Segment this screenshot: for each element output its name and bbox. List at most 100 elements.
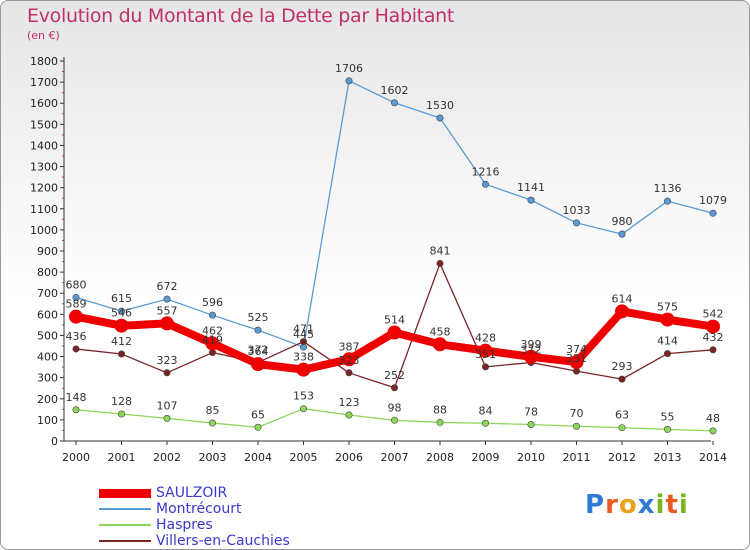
data-label: 70 (570, 407, 584, 420)
y-tick-label: 600 (37, 308, 58, 321)
data-label: 48 (706, 412, 720, 425)
data-point (390, 384, 398, 392)
data-label: 1602 (381, 84, 409, 97)
data-label: 364 (248, 345, 269, 358)
chart-title: Evolution du Montant de la Dette par Hab… (27, 5, 455, 27)
data-label: 293 (612, 360, 633, 373)
data-point (572, 219, 580, 227)
data-label: 414 (657, 335, 678, 348)
data-label: 372 (248, 343, 269, 356)
data-label: 471 (293, 323, 314, 336)
data-point (436, 418, 444, 426)
data-point (387, 325, 402, 340)
data-label: 372 (521, 343, 542, 356)
data-point (478, 343, 493, 358)
data-point (299, 405, 307, 413)
data-label: 252 (384, 369, 405, 382)
x-tick-label: 2005 (290, 451, 318, 464)
logo-letter: P (585, 490, 606, 520)
y-tick-label: 200 (37, 393, 58, 406)
data-label: 78 (524, 406, 538, 419)
y-tick-label: 1400 (30, 139, 58, 152)
logo-letter: t (665, 490, 679, 520)
logo-letter: r (605, 490, 619, 520)
data-label: 331 (566, 352, 587, 365)
data-point (163, 414, 171, 422)
logo-letter: i (655, 490, 666, 520)
data-point (481, 419, 489, 427)
data-point (572, 422, 580, 430)
data-point (296, 362, 311, 377)
data-label: 1216 (472, 165, 500, 178)
data-label: 1136 (654, 182, 682, 195)
y-tick-label: 1600 (30, 97, 58, 110)
data-point (209, 419, 217, 427)
data-label: 323 (157, 354, 178, 367)
data-label: 614 (612, 292, 633, 305)
data-label: 399 (521, 338, 542, 351)
data-point (660, 312, 675, 327)
legend-label: Montrécourt (156, 501, 242, 517)
data-point (345, 369, 353, 377)
data-point (481, 363, 489, 371)
y-tick-label: 100 (37, 414, 58, 427)
data-label: 387 (339, 340, 360, 353)
x-tick-label: 2010 (517, 451, 545, 464)
data-point (709, 427, 717, 435)
data-label: 680 (66, 278, 87, 291)
x-tick-label: 2000 (62, 451, 90, 464)
data-label: 374 (566, 343, 587, 356)
legend-label: Villers-en-Cauchies (156, 533, 290, 549)
legend-swatch (99, 508, 151, 510)
data-label: 153 (293, 390, 314, 403)
data-label: 615 (111, 292, 132, 305)
data-label: 85 (206, 404, 220, 417)
data-point (299, 338, 307, 346)
y-tick-label: 0 (51, 435, 58, 448)
data-label: 445 (293, 328, 314, 341)
data-point (72, 406, 80, 414)
data-point (390, 99, 398, 107)
data-point (481, 180, 489, 188)
data-point (663, 350, 671, 358)
data-label: 123 (339, 396, 360, 409)
logo-letter: i (678, 490, 689, 520)
data-label: 65 (251, 408, 265, 421)
legend-label: Haspres (156, 517, 213, 533)
data-point (72, 293, 80, 301)
data-label: 98 (388, 401, 402, 414)
data-point (118, 307, 126, 315)
x-tick-label: 2002 (153, 451, 181, 464)
data-point (118, 350, 126, 358)
legend-swatch (99, 540, 151, 542)
data-point (114, 318, 129, 333)
data-point (205, 336, 220, 351)
data-point (433, 337, 447, 352)
data-label: 589 (66, 298, 87, 311)
data-point (254, 423, 262, 431)
y-tick-label: 900 (37, 245, 58, 258)
data-point (69, 309, 83, 324)
data-point (706, 319, 720, 334)
chart-unit: (en €) (27, 29, 60, 42)
y-tick-label: 1200 (30, 182, 58, 195)
data-label: 1033 (563, 204, 591, 217)
data-label: 436 (66, 330, 87, 343)
data-label: 107 (157, 399, 178, 412)
data-point (527, 421, 535, 429)
data-point (709, 346, 717, 354)
data-label: 462 (202, 324, 223, 337)
data-label: 546 (111, 307, 132, 320)
proxiti-logo: Proxiti (585, 490, 689, 520)
x-tick-label: 2012 (608, 451, 636, 464)
data-point (342, 352, 356, 367)
data-point (345, 77, 353, 85)
data-label: 63 (615, 409, 629, 422)
data-point (618, 230, 626, 238)
data-point (663, 197, 671, 205)
y-tick-label: 700 (37, 287, 58, 300)
data-point (72, 345, 80, 353)
data-label: 1079 (699, 194, 727, 207)
x-tick-label: 2006 (335, 451, 363, 464)
